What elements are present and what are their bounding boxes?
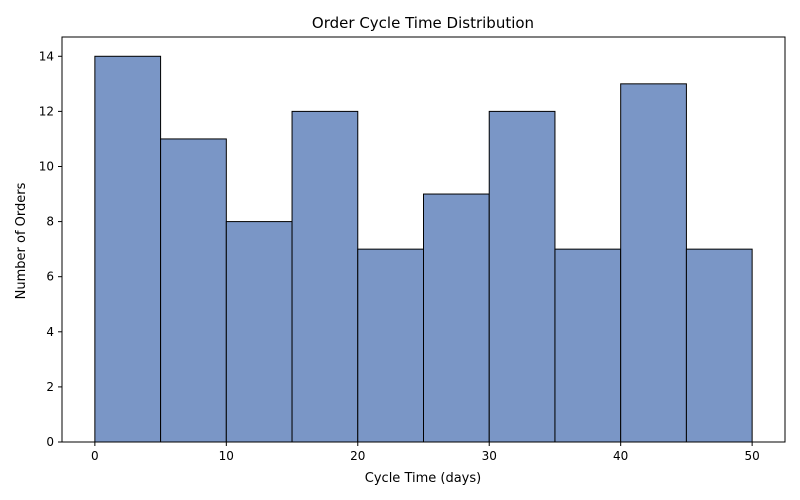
x-tick-label-4: 40 [613, 449, 628, 463]
histogram-bar-0 [94, 55, 162, 443]
histogram-bar-7 [554, 248, 622, 443]
y-tick-label-0: 0 [46, 435, 54, 449]
histogram-bar-1 [160, 138, 227, 443]
y-tick-label-3: 6 [46, 270, 54, 284]
histogram-bar-2 [225, 221, 293, 443]
y-tick-label-6: 12 [39, 104, 54, 118]
y-axis: 0 2 4 6 8 10 12 14 [39, 49, 62, 449]
histogram-bar-6 [488, 110, 556, 443]
y-tick-label-4: 8 [46, 215, 54, 229]
chart-title: Order Cycle Time Distribution [312, 14, 534, 32]
y-tick-label-7: 14 [39, 49, 54, 63]
x-axis: 0 10 20 30 40 50 [91, 442, 760, 463]
x-axis-title: Cycle Time (days) [365, 471, 481, 486]
y-tick-label-2: 4 [46, 325, 54, 339]
plot-frame [61, 36, 786, 443]
x-tick-label-1: 10 [219, 449, 234, 463]
histogram-bar-8 [620, 83, 687, 443]
histogram-bar-4 [357, 248, 425, 443]
x-tick-label-5: 50 [744, 449, 759, 463]
x-tick-label-2: 20 [350, 449, 365, 463]
x-tick-label-3: 30 [482, 449, 497, 463]
y-axis-title: Number of Orders [14, 182, 29, 299]
histogram-bar-9 [685, 248, 753, 443]
y-tick-label-1: 2 [46, 380, 54, 394]
histogram-bar-5 [423, 193, 490, 443]
bars-group [94, 55, 753, 443]
x-tick-label-0: 0 [91, 449, 99, 463]
y-tick-label-5: 10 [39, 159, 54, 173]
histogram-bar-3 [291, 110, 359, 443]
